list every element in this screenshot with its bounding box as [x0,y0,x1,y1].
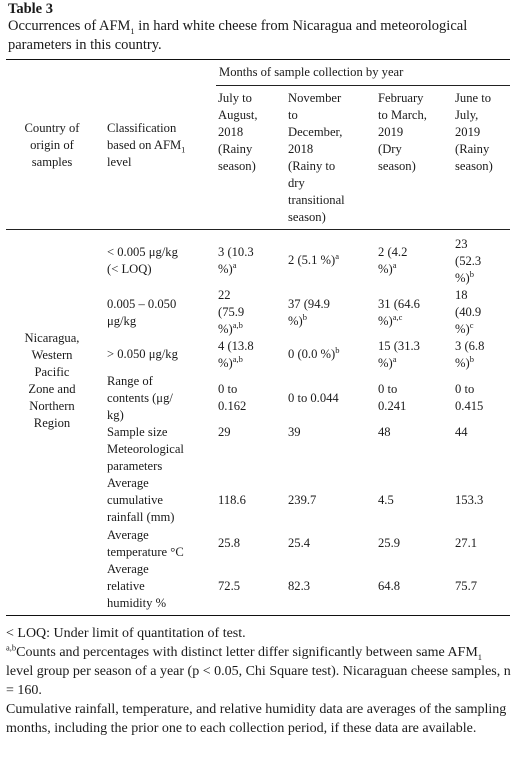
cell-r1-c4: 23 (52.3 %)b [455,237,482,285]
table-top-rule [6,59,510,60]
cell-r1-c3: 2 (4.2 %)a [378,245,408,276]
cell-r8-c2: 25.4 [288,536,311,550]
col-header-period-4: June to July, 2019 (Rainy season) [455,91,493,173]
col-header-classification: Classification based on AFM1 level [107,121,186,169]
cell-r2-c1: 22 (75.9 %)a,b [218,288,245,336]
cell-r7-c1: 118.6 [218,493,246,507]
cell-r3-c3: 15 (31.3 %)a [378,339,420,370]
cell-r9-c1: 72.5 [218,579,241,593]
cell-r8-c4: 27.1 [455,536,478,550]
cell-r2-c2: 37 (94.9 %)b [288,297,330,328]
row-label-rainfall: Average cumulative rainfall (mm) [107,476,175,524]
spanning-header: Months of sample collection by year [219,65,404,79]
cell-r8-c1: 25.8 [218,536,241,550]
spanning-header-rule [216,85,510,86]
cell-r9-c3: 64.8 [378,579,401,593]
cell-r3-c4: 3 (6.8 %)b [455,339,485,370]
cell-r4-c4: 0 to 0.415 [455,382,484,413]
cell-r5-c3: 48 [378,425,391,439]
cell-r7-c4: 153.3 [455,493,484,507]
table-label: Table 3 [8,1,53,17]
cell-r2-c3: 31 (64.6 %)a,c [378,297,420,328]
header-bottom-rule [6,229,510,230]
row-label-meteorological: Meteorological parameters [107,442,184,473]
row-label-below-loq: < 0.005 μg/kg (< LOQ) [107,245,178,276]
row-label-humidity: Average relative humidity % [107,562,167,610]
col-header-period-3: February to March, 2019 (Dry season) [378,91,427,173]
region-cell: Nicaragua, Western Pacific Zone and Northern… [24,331,80,430]
col-header-period-1: July to August, 2018 (Rainy season) [218,91,258,173]
footnote-climate: Cumulative rainfall, temperature, and re… [6,702,507,736]
row-label-sample-size: Sample size [107,425,168,439]
cell-r9-c2: 82.3 [288,579,311,593]
row-label-temperature: Average temperature °C [107,528,184,559]
cell-r5-c1: 29 [218,425,231,439]
cell-r5-c4: 44 [455,425,468,439]
row-label-mid-range: 0.005 – 0.050 μg/kg [107,297,177,328]
row-label-range: Range of contents (μg/kg) [107,374,173,422]
cell-r7-c3: 4.5 [378,493,394,507]
cell-r4-c3: 0 to 0.241 [378,382,407,413]
footnote-loq: < LOQ: Under limit of quantitation of te… [6,626,246,641]
cell-r4-c2: 0 to 0.044 [288,391,339,405]
cell-r2-c4: 18 (40.9 %)c [455,288,482,336]
cell-r3-c2: 0 (0.0 %)b [288,344,340,361]
col-header-period-2: November to December, 2018 (Rainy to dry trans… [288,91,345,224]
col-header-country: Country of origin of samples [24,121,80,169]
table-caption: Occurrences of AFM1 in hard white cheese… [8,18,468,53]
table-footnotes: < LOQ: Under limit of quantitation of te… [6,624,512,738]
cell-r7-c2: 239.7 [288,493,317,507]
cell-r5-c2: 39 [288,425,301,439]
row-label-above-limit: > 0.050 μg/kg [107,347,178,361]
cell-r3-c1: 4 (13.8 %)a,b [218,339,254,370]
cell-r9-c4: 75.7 [455,579,478,593]
cell-r4-c1: 0 to 0.162 [218,382,247,413]
cell-r1-c2: 2 (5.1 %)a [288,250,339,267]
footnote-significance: a,bCounts and percentages with distinct … [6,642,511,698]
table-bottom-rule [6,615,510,616]
cell-r8-c3: 25.9 [378,536,401,550]
cell-r1-c1: 3 (10.3 %)a [218,245,254,276]
